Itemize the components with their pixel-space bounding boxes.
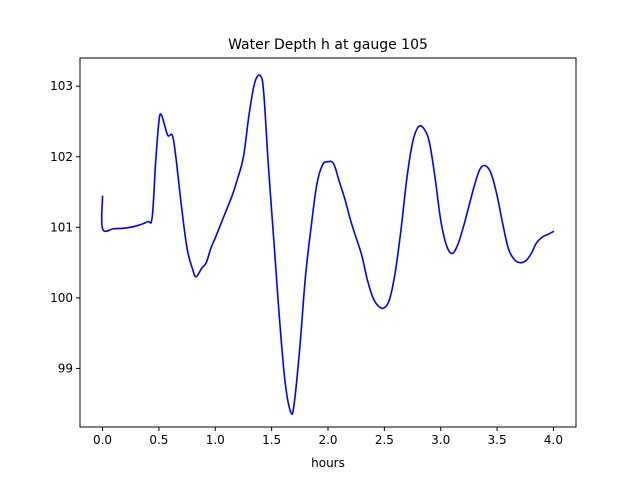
plot-frame	[79, 57, 577, 428]
y-axis-ticks: 99 100 101 102 103	[50, 79, 80, 375]
y-tick-label: 99	[58, 361, 73, 375]
x-tick-label: 1.5	[262, 433, 281, 447]
x-tick-label: 3.5	[488, 433, 507, 447]
x-tick-label: 3.0	[431, 433, 450, 447]
x-tick-label: 0.5	[149, 433, 168, 447]
y-tick-label: 100	[50, 291, 73, 305]
x-tick-label: 1.0	[206, 433, 225, 447]
x-tick-label: 4.0	[544, 433, 563, 447]
x-tick-label: 2.0	[318, 433, 337, 447]
x-tick-label: 0.0	[93, 433, 112, 447]
y-tick-label: 101	[50, 220, 73, 234]
x-tick-label: 2.5	[375, 433, 394, 447]
chart-title: Water Depth h at gauge 105	[228, 37, 428, 53]
x-axis-ticks: 0.0 0.5 1.0 1.5 2.0 2.5 3.0 3.5 4.0	[93, 427, 563, 447]
x-axis-label: hours	[311, 456, 345, 470]
series-line	[100, 74, 555, 416]
series-layer	[100, 74, 555, 416]
y-tick-label: 103	[50, 79, 73, 93]
y-tick-label: 102	[50, 150, 73, 164]
